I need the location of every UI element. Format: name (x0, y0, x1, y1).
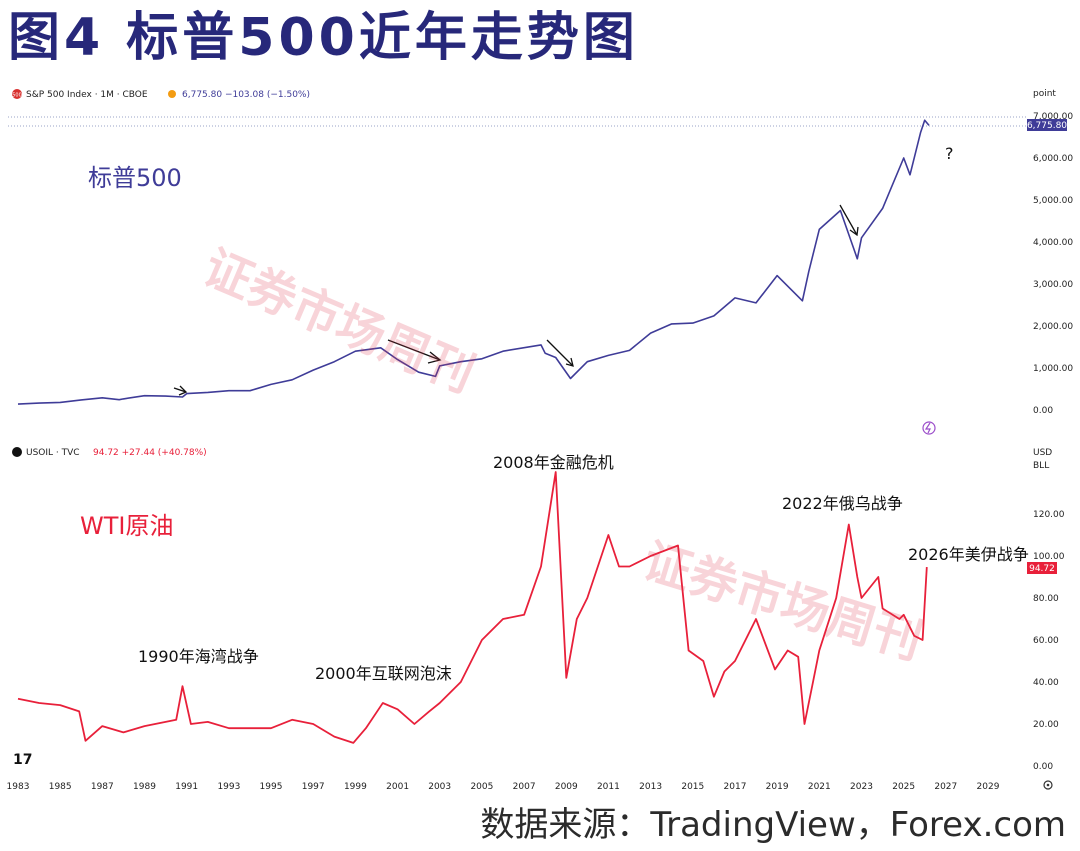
down-arrow-icon (387, 339, 442, 364)
spx-question-mark: ? (945, 144, 954, 163)
x-tick-label: 2017 (724, 782, 747, 792)
flash-icon-glyph (924, 422, 931, 434)
x-tick-label: 1985 (49, 782, 72, 792)
annotation-dotcom-bubble: 2000年互联网泡沫 (315, 664, 452, 683)
svg-text:17: 17 (13, 752, 32, 768)
annotation-russia-ukraine: 2022年俄乌战争 (782, 494, 903, 513)
spx-y-tick-label: 2,000.00 (1033, 322, 1073, 332)
page-title: 图4 标普500近年走势图 (8, 8, 639, 68)
x-tick-label: 2001 (386, 782, 409, 792)
status-dot-icon (168, 90, 176, 98)
x-tick-label: 2021 (808, 782, 831, 792)
x-tick-label: 1987 (91, 782, 114, 792)
oil-header-quote: 94.72 +27.44 (+40.78%) (93, 448, 207, 458)
oil-unit-sub: BLL (1033, 461, 1049, 471)
spx-header-quote: 6,775.80 −103.08 (−1.50%) (182, 90, 310, 100)
watermark: 证券市场周刊 (636, 533, 928, 671)
oil-price-tag (1027, 562, 1057, 574)
spx-y-tick-label: 5,000.00 (1033, 196, 1073, 206)
right-arrow-icon (173, 385, 188, 396)
source-note: 数据来源：TradingView，Forex.com (480, 805, 1066, 845)
annotation-financial-crisis: 2008年金融危机 (493, 453, 614, 472)
x-tick-label: 2009 (555, 782, 578, 792)
spx-y-tick-label: 4,000.00 (1033, 238, 1073, 248)
spx-panel: 500 S&P 500 Index · 1M · CBOE 6,775.80 −… (8, 89, 1073, 435)
spx-y-tick-label: 1,000.00 (1033, 364, 1073, 374)
spx-series-label: 标普500 (88, 164, 182, 192)
spx-badge (12, 89, 22, 99)
x-tick-label: 2019 (766, 782, 789, 792)
watermark: 证券市场周刊 (195, 239, 482, 403)
x-tick-label: 2029 (977, 782, 1000, 792)
x-tick-label: 2007 (513, 782, 536, 792)
spx-y-tick-label: 6,000.00 (1033, 154, 1073, 164)
oil-drop-icon (12, 447, 22, 457)
tradingview-logo-icon: 17 (13, 752, 32, 768)
oil-y-axis: 120.00 100.00 80.00 60.00 40.00 20.00 0.00 (1033, 510, 1065, 772)
oil-series-label: WTI原油 (80, 512, 173, 540)
x-tick-label: 1983 (7, 782, 30, 792)
flash-icon[interactable] (922, 421, 936, 435)
oil-header: USOIL · TVC (26, 448, 80, 458)
down-arrow-icon (546, 339, 574, 367)
spx-unit-label: point (1033, 89, 1056, 99)
oil-unit-label: USD (1033, 448, 1052, 458)
x-tick-label: 1999 (344, 782, 367, 792)
annotation-us-iran: 2026年美伊战争 (908, 545, 1029, 564)
settings-icon[interactable] (1043, 780, 1053, 790)
oil-y-tick-label: 100.00 (1033, 552, 1065, 562)
x-tick-label: 2003 (428, 782, 451, 792)
annotation-gulf-war: 1990年海湾战争 (138, 647, 259, 666)
oil-y-tick-label: 60.00 (1033, 636, 1059, 646)
spx-series-line (17, 119, 930, 405)
x-axis: 1983 1985 1987 1989 1991 1993 1995 1997 1999 2001… (7, 782, 1000, 792)
oil-y-tick-label: 0.00 (1033, 762, 1053, 772)
x-tick-label: 2015 (681, 782, 704, 792)
x-tick-label: 1995 (260, 782, 283, 792)
oil-series-line (17, 471, 928, 744)
oil-y-tick-label: 120.00 (1033, 510, 1065, 520)
oil-y-tick-label: 80.00 (1033, 594, 1059, 604)
down-arrow-icon (839, 204, 859, 237)
spx-y-axis: 7,000.00 6,000.00 5,000.00 4,000.00 3,000.00… (1033, 112, 1073, 416)
oil-y-tick-label: 40.00 (1033, 678, 1059, 688)
x-tick-label: 1997 (302, 782, 325, 792)
spx-badge-label: 500 (12, 93, 22, 99)
x-tick-label: 2025 (892, 782, 915, 792)
x-tick-label: 1989 (133, 782, 156, 792)
x-tick-label: 1993 (217, 782, 240, 792)
x-tick-label: 2013 (639, 782, 662, 792)
x-tick-label: 2027 (934, 782, 957, 792)
spx-y-tick-label: 3,000.00 (1033, 280, 1073, 290)
oil-panel: USOIL · TVC 94.72 +27.44 (+40.78%) USD B… (7, 447, 1065, 792)
spx-y-tick-label: 7,000.00 (1033, 112, 1073, 122)
x-tick-label: 1991 (175, 782, 198, 792)
oil-price-tag-label: 94.72 (1029, 564, 1055, 574)
spx-price-tag-label: 6,775.80 (1027, 121, 1067, 131)
spx-y-tick-label: 0.00 (1033, 406, 1053, 416)
x-tick-label: 2023 (850, 782, 873, 792)
spx-price-tag (1027, 119, 1067, 131)
oil-y-tick-label: 20.00 (1033, 720, 1059, 730)
x-tick-label: 2005 (470, 782, 493, 792)
x-tick-label: 2011 (597, 782, 620, 792)
spx-header: S&P 500 Index · 1M · CBOE (26, 90, 148, 100)
